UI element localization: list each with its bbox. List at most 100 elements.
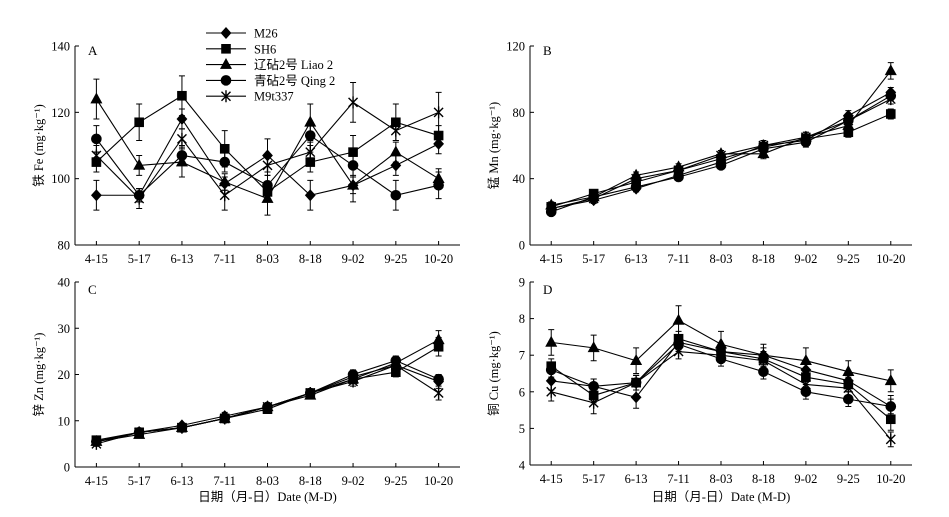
- x-tick-label: 8-18: [299, 474, 322, 488]
- data-point: [631, 172, 642, 185]
- data-point: [630, 391, 642, 404]
- data-point: [133, 158, 146, 170]
- data-point: [673, 164, 684, 177]
- data-point: [716, 149, 726, 162]
- data-point: [885, 433, 896, 446]
- data-point: [630, 354, 643, 365]
- y-tick-label: 80: [513, 106, 526, 120]
- data-point: [134, 192, 145, 205]
- data-point: [714, 337, 728, 349]
- x-tick-label: 9-02: [794, 472, 817, 486]
- x-tick-label: 5-17: [582, 472, 605, 486]
- data-point: [390, 189, 402, 201]
- data-point: [347, 160, 359, 171]
- data-point: [758, 354, 769, 367]
- panel-d: 4 5 6 7 8 9 4-15 5-17 6-13 7-11 8-03 8-18 9-02 9-25 10…: [486, 276, 912, 504]
- x-tick-label: 10-20: [424, 252, 453, 266]
- data-point: [390, 159, 402, 172]
- y-tick-label: 80: [58, 239, 71, 253]
- y-tick-label: 6: [519, 385, 525, 399]
- y-axis-label: 锌 Zn (mg·kg⁻¹): [32, 333, 46, 417]
- data-point: [545, 364, 557, 376]
- data-point: [800, 378, 811, 391]
- data-point: [389, 145, 402, 157]
- y-tick-label: 30: [58, 322, 71, 336]
- x-tick-label: 9-02: [794, 252, 817, 266]
- x-tick-label: 6-13: [625, 472, 648, 486]
- series-sh6: [91, 337, 444, 445]
- x-tick-label: 9-25: [384, 252, 407, 266]
- legend-item-m9t337: M9t337: [206, 90, 294, 104]
- legend-marker: [220, 75, 232, 86]
- data-point: [305, 146, 316, 159]
- data-point: [304, 130, 316, 141]
- y-tick-label: 0: [64, 461, 70, 475]
- data-point: [884, 64, 897, 76]
- x-tick-label: 6-13: [625, 252, 648, 266]
- data-point: [176, 150, 188, 161]
- x-tick-label: 8-03: [256, 252, 279, 266]
- legend-marker: [221, 90, 231, 103]
- x-tick-label: 7-11: [213, 474, 235, 488]
- legend-label: 青砧2号 Qing 2: [254, 74, 335, 88]
- x-tick-label: 8-03: [710, 472, 733, 486]
- data-point: [588, 381, 599, 392]
- series-m9t337: [91, 81, 444, 211]
- data-point: [348, 375, 359, 388]
- data-point: [716, 349, 726, 362]
- data-point: [134, 426, 145, 439]
- data-point: [348, 96, 359, 109]
- x-tick-label: 9-25: [384, 474, 407, 488]
- x-tick-label: 9-25: [837, 252, 860, 266]
- y-tick-label: 40: [513, 172, 526, 186]
- data-point: [91, 133, 102, 145]
- panel-b: 0 40 80 120 4-15 5-17 6-13 7-11 8-03 8-18 9-02 9-25…: [486, 40, 912, 266]
- panel-label: C: [88, 282, 97, 297]
- data-point: [262, 400, 273, 413]
- y-tick-label: 8: [519, 312, 525, 326]
- x-tick-label: 6-13: [170, 252, 193, 266]
- data-point: [262, 159, 273, 172]
- data-point: [219, 189, 230, 202]
- legend-marker: [221, 43, 231, 54]
- data-point: [219, 156, 231, 168]
- data-point: [176, 113, 188, 125]
- data-point: [91, 149, 102, 162]
- data-point: [885, 93, 896, 106]
- legend-label: M9t337: [254, 90, 294, 104]
- data-point: [843, 382, 854, 395]
- x-tick-label: 8-18: [752, 252, 775, 266]
- data-point: [588, 396, 599, 409]
- panel-label: B: [543, 43, 552, 58]
- data-point: [176, 132, 187, 145]
- data-point: [885, 401, 897, 412]
- data-point: [304, 189, 316, 202]
- panel-c: 0 10 20 30 40 4-15 5-17 6-13 7-11 8-03 8-18 9-02 9-2…: [32, 276, 460, 504]
- legend-item-2-liao-2: 辽砧2号 Liao 2: [206, 57, 333, 72]
- x-tick-label: 4-15: [85, 252, 108, 266]
- legend-item-2-qing-2: 青砧2号 Qing 2: [206, 74, 335, 88]
- data-point: [433, 180, 444, 191]
- data-point: [587, 341, 600, 353]
- legend-marker: [219, 57, 233, 69]
- y-tick-label: 4: [519, 459, 526, 473]
- y-axis-label: 铁 Fe (mg·kg⁻¹): [32, 104, 46, 187]
- x-tick-label: 8-18: [299, 252, 322, 266]
- y-tick-label: 7: [519, 349, 525, 363]
- data-point: [90, 92, 103, 104]
- y-tick-label: 40: [58, 276, 71, 290]
- data-point: [673, 345, 684, 358]
- data-point: [304, 115, 317, 127]
- legend-label: M26: [254, 27, 278, 41]
- data-point: [885, 414, 896, 425]
- data-point: [631, 376, 642, 389]
- y-tick-label: 120: [51, 106, 70, 120]
- x-tick-label: 9-02: [342, 474, 365, 488]
- legend-item-sh6: SH6: [206, 42, 276, 56]
- y-tick-label: 5: [519, 422, 525, 436]
- x-tick-label: 5-17: [128, 474, 151, 488]
- y-tick-label: 0: [519, 239, 525, 253]
- data-point: [432, 333, 445, 345]
